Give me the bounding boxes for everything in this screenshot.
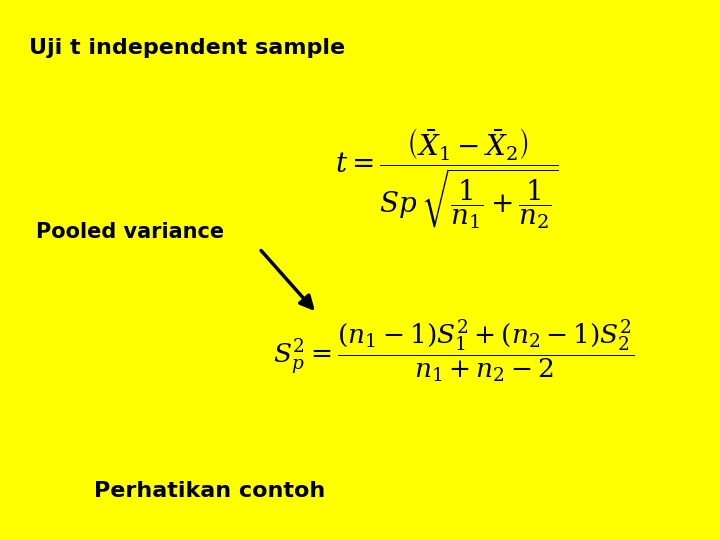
Text: $S_p^2 = \dfrac{(n_1 - 1)S_1^2 + (n_2 - 1)S_2^2}{n_1 + n_2 - 2}$: $S_p^2 = \dfrac{(n_1 - 1)S_1^2 + (n_2 - … [273, 318, 634, 384]
Text: $t = \dfrac{\left(\bar{X}_1 - \bar{X}_2\right)}{Sp\,\sqrt{\dfrac{1}{n_1} + \dfra: $t = \dfrac{\left(\bar{X}_1 - \bar{X}_2\… [335, 126, 558, 231]
Text: Uji t independent sample: Uji t independent sample [29, 38, 345, 58]
Text: Pooled variance: Pooled variance [36, 222, 224, 242]
Text: Perhatikan contoh: Perhatikan contoh [94, 481, 325, 502]
